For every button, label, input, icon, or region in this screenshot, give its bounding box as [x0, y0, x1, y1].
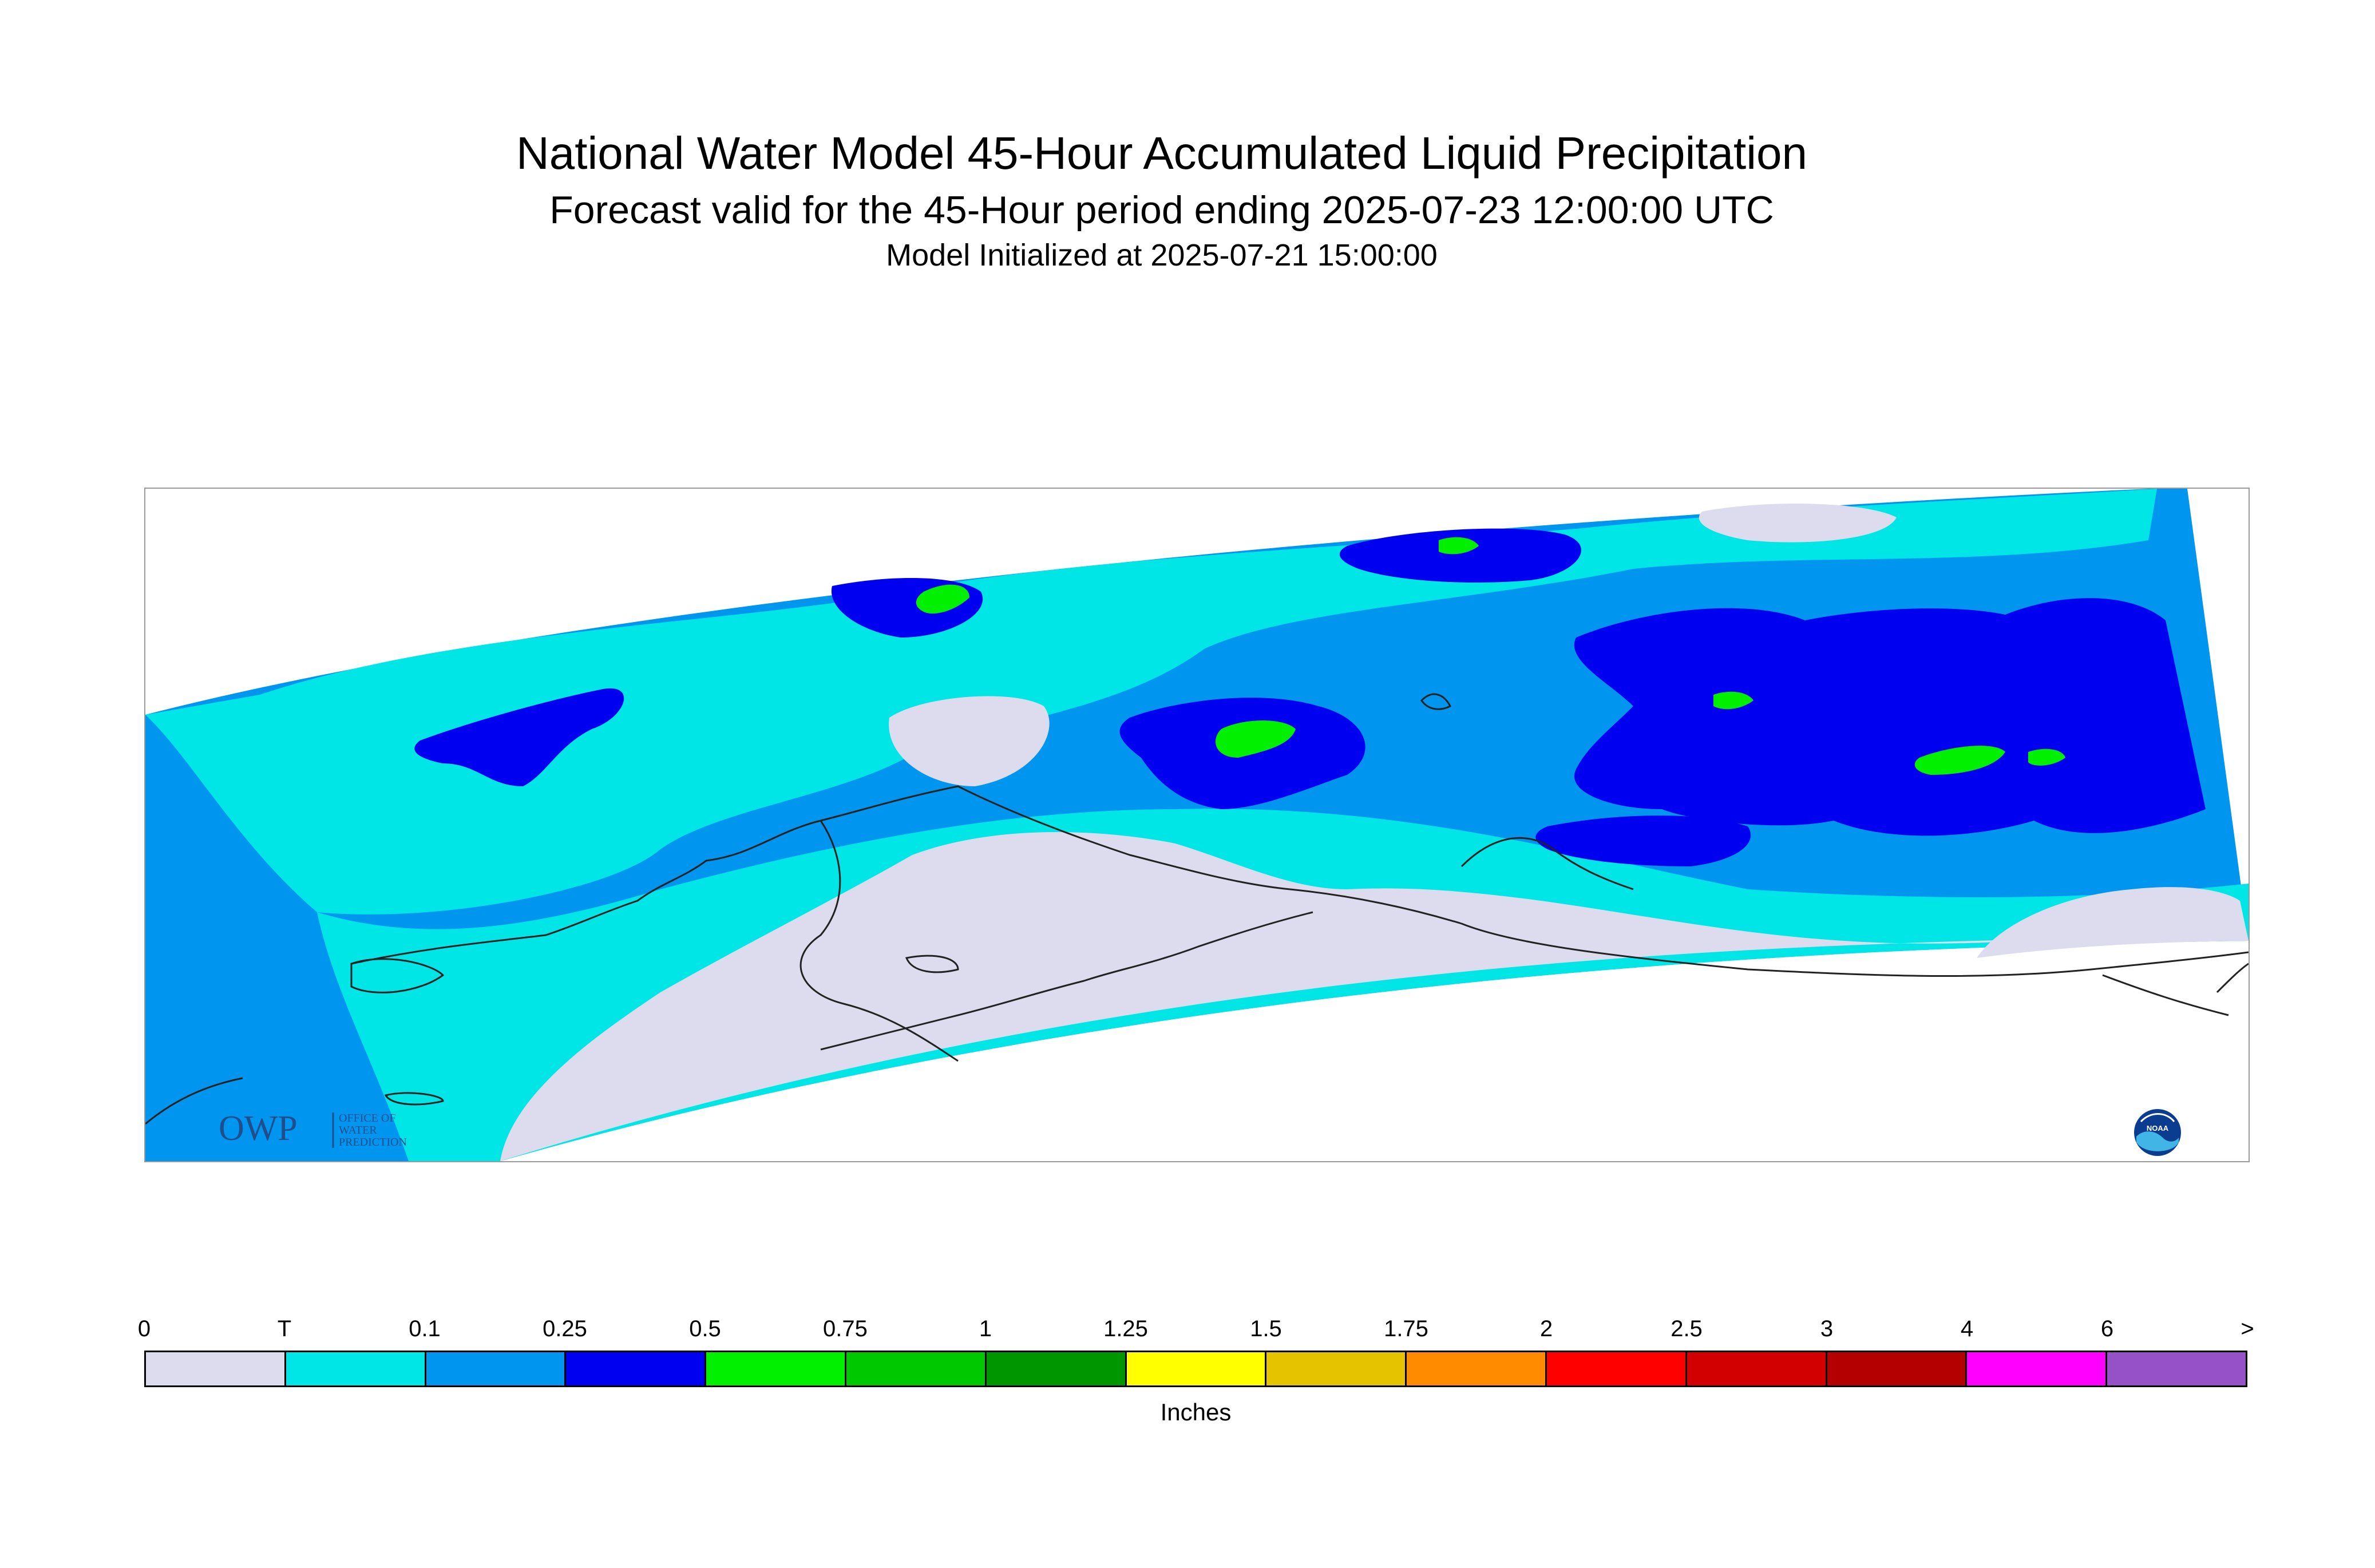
owp-logo-graphic: OWP OFFICE OF WATER PREDICTION	[219, 1109, 407, 1149]
island-outline-sw	[145, 1077, 243, 1125]
legend-swatch	[986, 1352, 1127, 1385]
coastline	[351, 785, 2249, 977]
island-outline-west	[350, 958, 445, 993]
legend-swatch	[1967, 1352, 2108, 1385]
noaa-logo-text: NOAA	[2147, 1124, 2169, 1133]
heavy-precip-6	[2028, 749, 2065, 766]
legend-swatch	[1827, 1352, 1968, 1385]
moderate-precip-ne	[1339, 528, 1581, 583]
legend-tick-label: 1.25	[1103, 1316, 1148, 1341]
page-title: National Water Model 45-Hour Accumulated…	[516, 128, 1807, 179]
trace-precip-region	[145, 489, 2157, 914]
legend-tick-label: 0.5	[689, 1316, 721, 1341]
legend-tick-label: >	[2241, 1316, 2254, 1341]
island-outline-sw2	[384, 1092, 444, 1106]
legend-tick-label: 0	[137, 1316, 151, 1341]
color-legend: 0 T 0.1 0.25 0.5 0.75 1 1.25 1.5 1.75 2 2.5 3 4 6 > Inc…	[138, 1316, 2254, 1426]
noaa-logo-wave	[2136, 1131, 2179, 1151]
no-precip-land	[500, 832, 2091, 1161]
initialization-time: Model Initialized at 2025-07-21 15:00:00	[886, 238, 1438, 272]
island-outline-n	[1420, 693, 1452, 710]
legend-tick-label: 2	[1539, 1316, 1553, 1341]
legend-tick-labels: 0 T 0.1 0.25 0.5 0.75 1 1.25 1.5 1.75 2 2.5 3 4 6 >	[138, 1316, 2254, 1351]
legend-swatch	[146, 1352, 286, 1385]
owp-logo-sub1: OFFICE OF	[339, 1112, 395, 1124]
lake-outline	[905, 955, 959, 973]
legend-tick-label: 4	[1960, 1316, 1974, 1341]
legend-tick-label: 1.5	[1250, 1316, 1282, 1341]
moderate-precip-se	[1535, 815, 1751, 866]
heavy-precip-2	[916, 584, 969, 614]
legend-swatch	[566, 1352, 707, 1385]
legend-tick-label: 0.1	[409, 1316, 441, 1341]
legend-swatch	[1126, 1352, 1267, 1385]
legend-swatch	[286, 1352, 426, 1385]
legend-swatch	[426, 1352, 567, 1385]
valid-period-subtitle: Forecast valid for the 45-Hour period en…	[549, 188, 1774, 232]
legend-tick-label: 1	[979, 1316, 992, 1341]
legend-swatch	[706, 1352, 846, 1385]
precipitation-map: OWP OFFICE OF WATER PREDICTION NOAA	[144, 488, 2250, 1162]
map-canvas	[145, 489, 2249, 1161]
noaa-logo: NOAA	[2133, 1108, 2182, 1157]
legend-swatch	[1546, 1352, 1687, 1385]
legend-units-label: Inches	[1160, 1399, 1232, 1426]
legend-tick-label: 0.75	[823, 1316, 868, 1341]
legend-swatch	[1407, 1352, 1547, 1385]
legend-tick-label: 2.5	[1671, 1316, 1703, 1341]
legend-tick-label: 1.75	[1384, 1316, 1428, 1341]
legend-tick-label: 6	[2100, 1316, 2114, 1341]
peninsula-outline	[820, 911, 1313, 1051]
heavy-precip-4	[1713, 691, 1753, 710]
legend-swatch	[1266, 1352, 1407, 1385]
moderate-precip-east	[1574, 598, 2206, 836]
moderate-precip-west	[414, 688, 624, 786]
no-precip-north	[889, 696, 1050, 786]
noaa-logo-arc	[2140, 1113, 2175, 1123]
no-precip-ne	[1699, 504, 1897, 543]
owp-logo-sub3: PREDICTION	[339, 1136, 407, 1149]
owp-logo-sub2: WATER	[339, 1124, 377, 1137]
legend-tick-label: T	[277, 1316, 292, 1341]
owp-logo-text: OWP	[219, 1109, 298, 1148]
no-precip-east	[1977, 887, 2249, 958]
owp-logo: OWP OFFICE OF WATER PREDICTION	[219, 1106, 442, 1154]
heavy-precip-1	[1216, 720, 1296, 758]
legend-tick-label: 3	[1820, 1316, 1834, 1341]
heavy-precip-5	[1914, 746, 2005, 775]
inlet-outline	[1460, 837, 1634, 890]
legend-tick-label: 0.25	[543, 1316, 587, 1341]
legend-swatch	[2107, 1352, 2246, 1385]
legend-swatch	[846, 1352, 987, 1385]
legend-color-bar	[144, 1351, 2247, 1387]
east-coast-outline	[2102, 963, 2249, 1016]
noaa-logo-graphic: NOAA	[2134, 1109, 2181, 1156]
legend-swatch	[1687, 1352, 1827, 1385]
heavy-precip-3	[1439, 537, 1479, 555]
